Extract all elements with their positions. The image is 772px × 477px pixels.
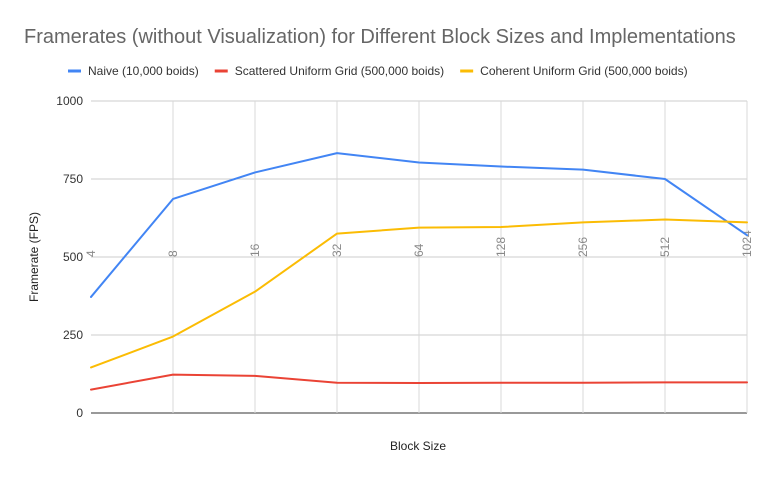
x-tick-label: 64 xyxy=(412,243,426,257)
legend-label: Scattered Uniform Grid (500,000 boids) xyxy=(235,64,444,78)
series-2 xyxy=(90,373,748,391)
x-tick-label: 32 xyxy=(330,243,344,257)
x-tick-label: 256 xyxy=(576,237,590,257)
x-axis-ticks: 4 8 16 32 64 128 256 512 1024 xyxy=(84,230,754,257)
x-axis-title: Block Size xyxy=(390,439,446,453)
y-axis-ticks: 0 250 500 750 1000 xyxy=(56,94,83,420)
y-tick-label: 1000 xyxy=(56,94,83,108)
legend-item: Coherent Uniform Grid (500,000 boids) xyxy=(460,64,688,78)
x-tick-label: 512 xyxy=(658,237,672,257)
series-1 xyxy=(90,152,748,298)
y-axis-title: Framerate (FPS) xyxy=(27,212,41,302)
series-3 xyxy=(90,218,748,369)
y-tick-label: 750 xyxy=(63,172,83,186)
legend-label: Naive (10,000 boids) xyxy=(88,64,199,78)
x-tick-label: 16 xyxy=(248,243,262,257)
legend-label: Coherent Uniform Grid (500,000 boids) xyxy=(480,64,687,78)
x-tick-label: 8 xyxy=(166,250,180,257)
legend-item: Scattered Uniform Grid (500,000 boids) xyxy=(214,64,444,78)
y-tick-label: 250 xyxy=(63,328,83,342)
chart-title: Framerates (without Visualization) for D… xyxy=(24,26,736,48)
x-tick-label: 128 xyxy=(494,237,508,257)
legend-item: Naive (10,000 boids) xyxy=(68,64,199,78)
x-tick-label: 4 xyxy=(84,250,98,257)
series-group xyxy=(90,152,748,391)
legend: Naive (10,000 boids) Scattered Uniform Gr… xyxy=(68,64,688,78)
x-tick-label: 1024 xyxy=(740,230,754,257)
y-tick-label: 500 xyxy=(63,250,83,264)
y-tick-label: 0 xyxy=(76,406,83,420)
